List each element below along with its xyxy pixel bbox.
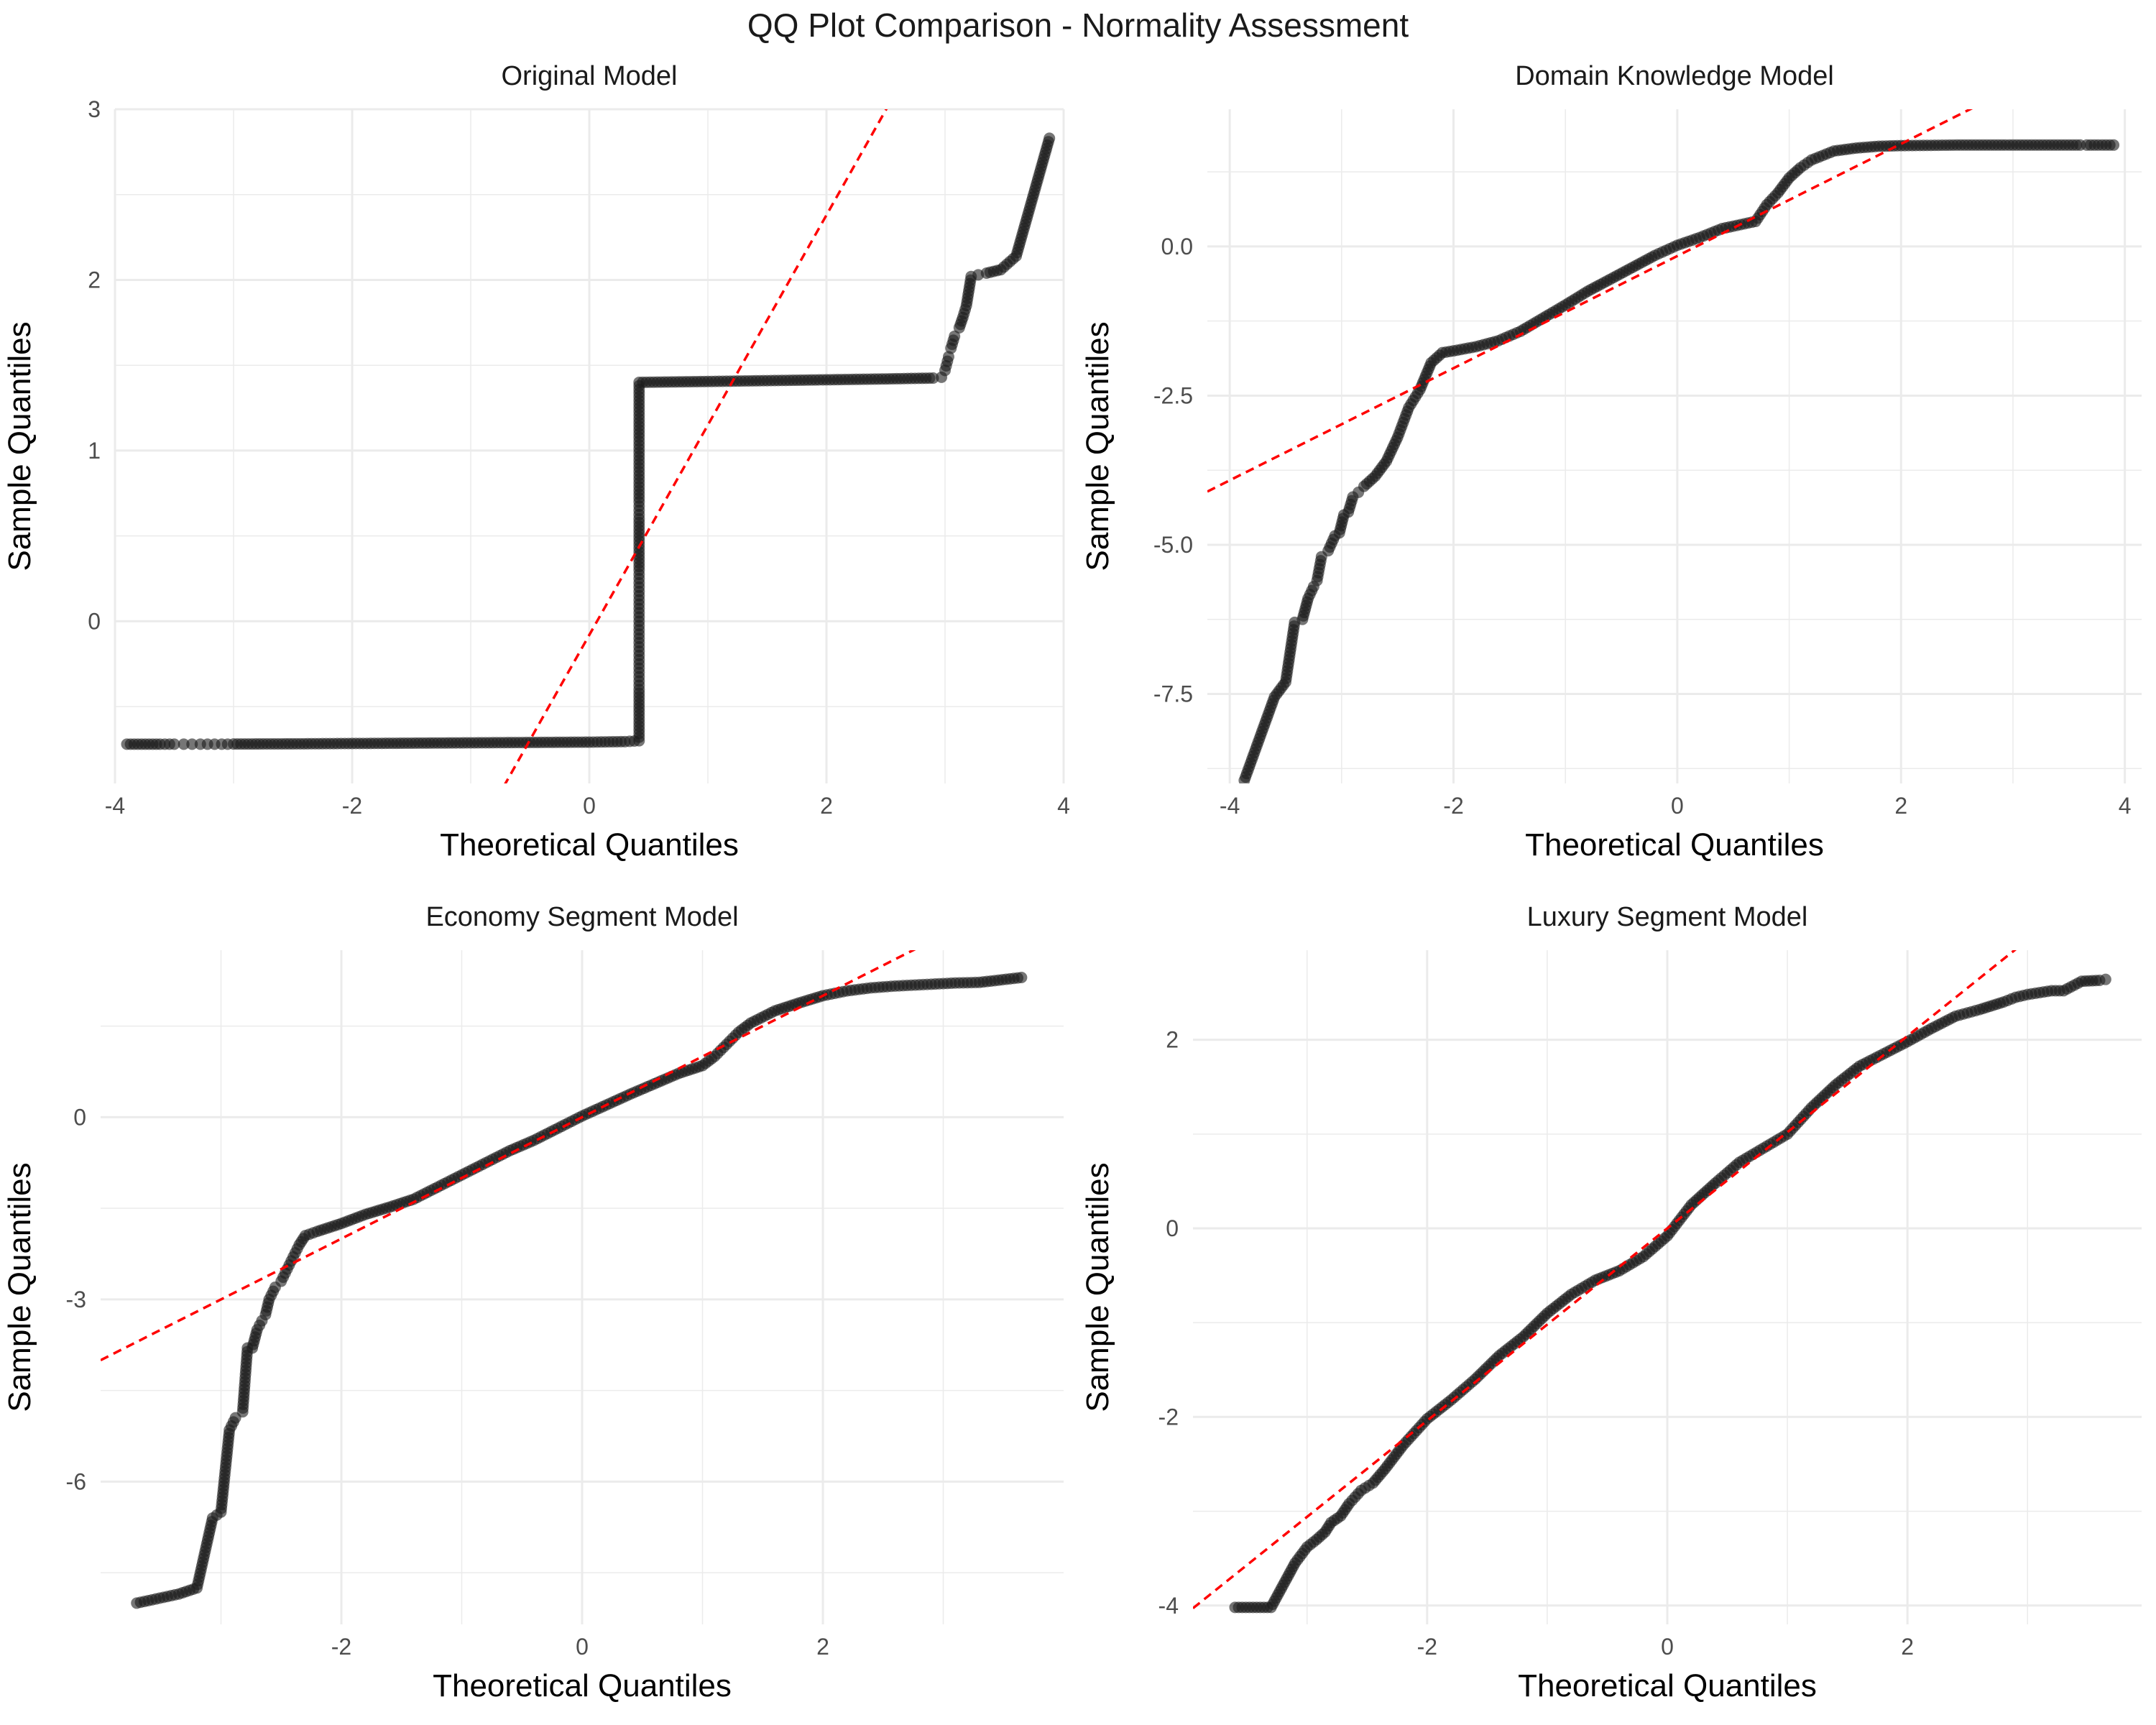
y-tick-label: -7.5	[1153, 681, 1193, 707]
x-tick-label: -2	[1443, 793, 1463, 819]
reference-line	[1193, 950, 2017, 1609]
y-axis-label: Sample Quantiles	[2, 321, 37, 571]
x-axis-label: Theoretical Quantiles	[433, 1668, 732, 1703]
y-tick-label: 2	[1166, 1027, 1179, 1053]
grid	[114, 108, 1065, 783]
panel-title: Luxury Segment Model	[1527, 902, 1808, 932]
panel-luxury-segment-model: -2 0 2 -4 -2 0 2 Luxury Segment Model Theoretica…	[1080, 902, 2142, 1703]
y-tick-label: -3	[66, 1287, 86, 1312]
reference-line	[101, 950, 916, 1361]
x-axis-label: Theoretical Quantiles	[440, 827, 739, 862]
y-axis-label: Sample Quantiles	[1080, 1162, 1115, 1412]
x-axis-label: Theoretical Quantiles	[1518, 1668, 1817, 1703]
x-tick-label: -2	[342, 793, 362, 819]
y-tick-label: 3	[88, 96, 101, 122]
x-tick-label: 0	[1671, 793, 1684, 819]
x-tick-label: 0	[583, 793, 596, 819]
y-axis-label: Sample Quantiles	[1080, 321, 1115, 571]
data-point	[178, 738, 190, 750]
reference-line	[1207, 109, 1973, 493]
x-tick-label: 0	[1661, 1634, 1674, 1660]
x-tick-label: 4	[1057, 793, 1070, 819]
x-tick-label: -2	[1417, 1634, 1437, 1660]
panel-domain-knowledge-model: -4 -2 0 2 4 -7.5 -5.0 -2.5 0.0 Domain Knowledge M…	[1080, 61, 2142, 862]
y-tick-label: -5.0	[1153, 532, 1193, 558]
reference-line	[504, 109, 888, 783]
x-tick-label: -2	[331, 1634, 351, 1660]
points-group	[1229, 973, 2111, 1614]
y-tick-label: 0.0	[1161, 234, 1193, 259]
x-tick-label: 2	[1894, 793, 1907, 819]
panel-title: Domain Knowledge Model	[1515, 61, 1834, 91]
y-tick-label: 2	[88, 267, 101, 293]
x-tick-label: -4	[105, 793, 125, 819]
y-tick-label: 1	[88, 438, 101, 464]
y-tick-label: -2	[1158, 1404, 1179, 1430]
panel-economy-segment-model: -2 0 2 -6 -3 0 Economy Segment Model Theoretica…	[2, 902, 1064, 1703]
data-point	[1015, 972, 1028, 984]
x-tick-label: 0	[576, 1634, 589, 1660]
y-tick-label: 0	[88, 608, 101, 634]
y-axis-label: Sample Quantiles	[2, 1162, 37, 1412]
points-group	[131, 972, 1028, 1609]
x-tick-label: 4	[2119, 793, 2132, 819]
y-tick-label: -6	[66, 1468, 86, 1494]
x-tick-label: -4	[1220, 793, 1240, 819]
panel-title: Economy Segment Model	[425, 902, 738, 932]
y-tick-label: 0	[73, 1104, 86, 1130]
figure-title: QQ Plot Comparison - Normality Assessmen…	[747, 6, 1409, 44]
grid	[1207, 109, 2142, 783]
panel-title: Original Model	[502, 61, 678, 91]
x-tick-label: 2	[1901, 1634, 1914, 1660]
points-group	[121, 132, 1056, 750]
data-point	[2099, 973, 2111, 985]
grid	[101, 950, 1064, 1624]
y-tick-label: 0	[1166, 1215, 1179, 1241]
data-point	[1044, 132, 1056, 144]
data-point	[168, 738, 180, 750]
data-point	[2108, 139, 2120, 151]
points-group	[1238, 139, 2120, 783]
y-tick-label: -2.5	[1153, 382, 1193, 408]
panel-original-model: -4 -2 0 2 4 0 1 2 3 Original Model Theoretical Qua…	[2, 61, 1070, 862]
x-tick-label: 2	[820, 793, 833, 819]
data-point	[927, 372, 939, 385]
y-tick-label: -4	[1158, 1593, 1179, 1619]
x-tick-label: 2	[816, 1634, 829, 1660]
data-point	[949, 330, 961, 342]
data-point	[186, 738, 198, 750]
x-axis-label: Theoretical Quantiles	[1525, 827, 1824, 862]
